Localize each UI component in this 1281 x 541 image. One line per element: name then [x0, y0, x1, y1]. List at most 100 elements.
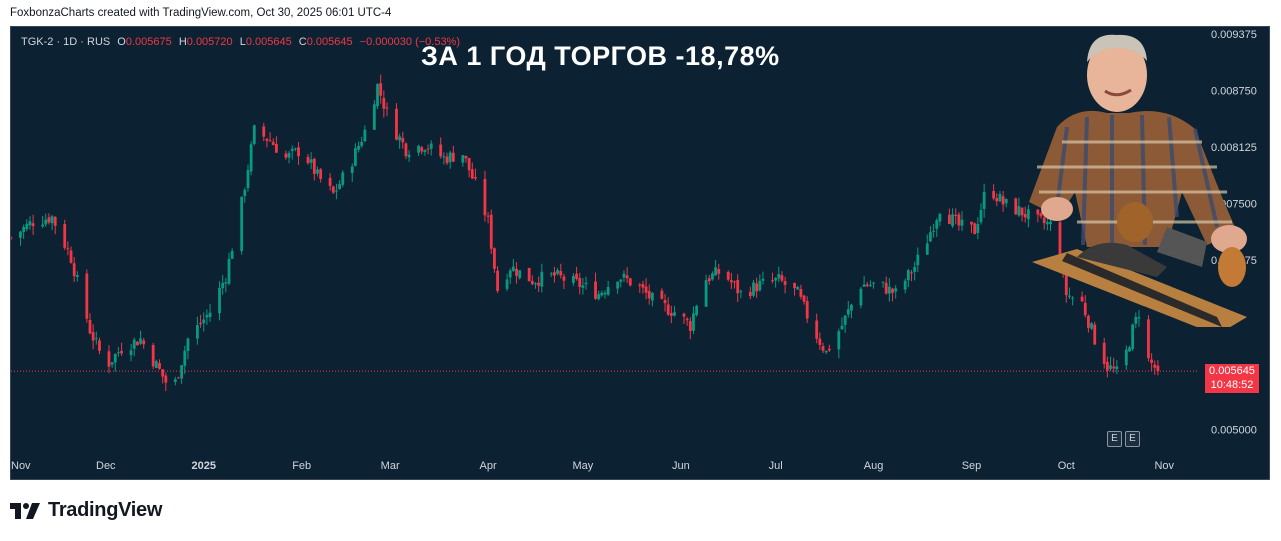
- candle-body: [910, 272, 913, 274]
- candle-body: [777, 274, 781, 279]
- candle: [947, 208, 951, 225]
- candle-body: [19, 231, 22, 238]
- candle: [319, 168, 323, 183]
- candle: [142, 337, 146, 349]
- candle-body: [761, 278, 765, 281]
- candle-body: [275, 143, 278, 153]
- candle-body: [357, 145, 360, 150]
- candle-body: [382, 98, 386, 109]
- candle-body: [951, 214, 954, 227]
- candle-body: [865, 284, 869, 286]
- candle: [63, 219, 67, 250]
- x-tick-label: Feb: [292, 460, 311, 472]
- candle: [1093, 321, 1097, 346]
- candle-body: [135, 341, 139, 346]
- candle: [331, 185, 335, 194]
- candle-body: [319, 169, 323, 180]
- candle: [252, 124, 256, 146]
- candle-body: [578, 277, 582, 287]
- candle: [271, 138, 275, 146]
- candle: [534, 282, 537, 289]
- candle: [641, 280, 645, 294]
- candle: [951, 208, 954, 228]
- candle-body: [196, 324, 199, 339]
- candle-body: [1064, 270, 1068, 296]
- high-key: H: [178, 36, 187, 48]
- candle-body: [287, 152, 291, 158]
- candle-body: [827, 348, 831, 351]
- candle-body: [309, 159, 313, 163]
- candle: [439, 137, 443, 159]
- candle: [910, 269, 913, 282]
- candle: [887, 278, 891, 302]
- candle: [1039, 212, 1043, 219]
- bar-countdown-label: 10:48:52: [1205, 378, 1259, 394]
- candle-body: [973, 223, 977, 235]
- candle: [398, 133, 402, 149]
- candle-body: [297, 147, 300, 157]
- earnings-marker[interactable]: E: [1107, 431, 1122, 447]
- candle-body: [572, 275, 575, 283]
- candle-body: [562, 276, 566, 281]
- candle: [692, 306, 695, 335]
- candle-body: [265, 138, 269, 141]
- candle: [862, 275, 866, 287]
- candle: [417, 144, 420, 156]
- candle-body: [998, 194, 1002, 202]
- candle: [714, 259, 717, 276]
- candle-body: [341, 172, 345, 185]
- candle-body: [616, 281, 620, 289]
- candle-body: [644, 286, 648, 293]
- candle: [1083, 295, 1087, 318]
- candle: [275, 136, 278, 153]
- candle-body: [486, 215, 490, 217]
- candle: [578, 272, 582, 295]
- x-tick-label: Jul: [769, 460, 783, 472]
- candle: [28, 216, 32, 230]
- candle: [1090, 322, 1093, 331]
- candle-body: [158, 363, 161, 369]
- candle-body: [957, 214, 961, 226]
- candle-body: [575, 273, 578, 279]
- candle: [647, 284, 651, 305]
- candle-body: [824, 350, 828, 353]
- candle-body: [695, 305, 699, 316]
- candle: [846, 300, 850, 318]
- candle: [483, 170, 487, 222]
- candle: [840, 317, 844, 331]
- candle-body: [748, 291, 752, 297]
- candle: [360, 136, 364, 148]
- candle-body: [783, 281, 787, 285]
- chart-panel[interactable]: 0.0093750.0087500.0081250.0075000.006875…: [10, 26, 1270, 480]
- candle-body: [1071, 297, 1075, 299]
- candle: [249, 141, 253, 176]
- candle: [780, 271, 784, 283]
- candle: [1023, 206, 1027, 223]
- candle: [540, 263, 544, 293]
- candle-body: [66, 248, 70, 250]
- candle-body: [840, 325, 844, 330]
- candle: [1131, 323, 1135, 351]
- candle: [117, 346, 120, 357]
- candle-body: [1026, 209, 1030, 220]
- candle: [240, 196, 244, 255]
- candle-body: [110, 362, 114, 365]
- candle: [903, 278, 907, 294]
- candle-body: [63, 224, 67, 248]
- candle: [1105, 356, 1109, 378]
- candle-body: [372, 104, 376, 130]
- candle-body: [704, 280, 708, 307]
- headline-annotation: ЗА 1 ГОД ТОРГОВ -18,78%: [421, 41, 780, 71]
- candle-body: [780, 275, 784, 281]
- earnings-marker[interactable]: E: [1125, 431, 1140, 447]
- candle-body: [44, 219, 48, 225]
- candle: [957, 212, 961, 231]
- candle: [262, 122, 266, 142]
- candle: [818, 332, 822, 350]
- candle-body: [445, 156, 449, 164]
- x-tick-label: Sep: [962, 460, 982, 472]
- candle-body: [205, 315, 209, 318]
- candle: [224, 277, 228, 293]
- candle: [395, 103, 398, 141]
